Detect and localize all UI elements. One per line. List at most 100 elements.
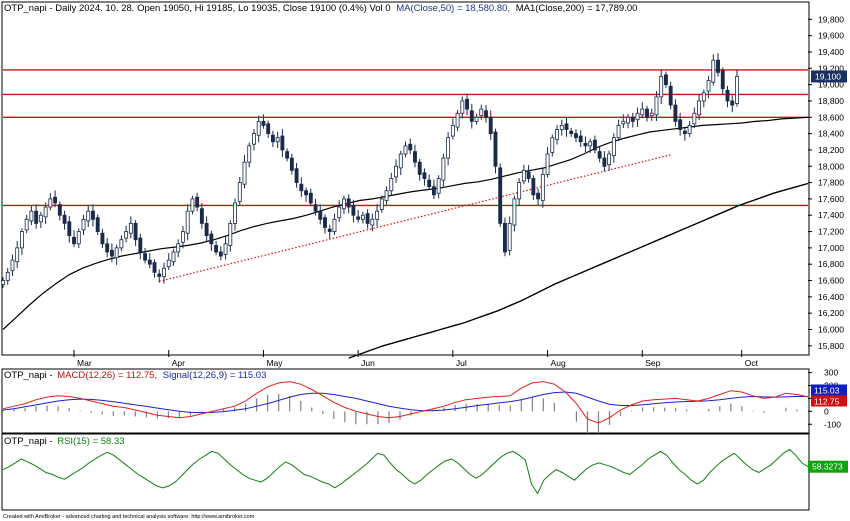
price-y-tick-label: 19,000	[818, 80, 844, 90]
candle-body	[72, 236, 76, 245]
candle-body	[526, 171, 531, 179]
candle-body	[233, 202, 237, 224]
macd-title-main: OTP_napi -	[4, 370, 53, 381]
rsi-pane: 58.3273 OTP_napi - RSI(15) = 58.33	[1, 433, 848, 511]
last-price-marker: 19,100	[811, 70, 847, 83]
price-y-tick-label: 18,800	[818, 96, 844, 106]
candle-body	[124, 231, 129, 239]
candle-body	[252, 133, 256, 145]
candle-body	[43, 206, 48, 218]
candle-body	[209, 233, 214, 245]
candle-body	[498, 167, 503, 224]
price-x-tick-label: Mar	[77, 358, 92, 368]
price-x-tick-label: Oct	[745, 358, 759, 368]
rsi-line	[2, 448, 809, 495]
candle-body	[616, 125, 621, 139]
candle-body	[1, 280, 5, 286]
candle-body	[578, 135, 583, 143]
candle-body	[716, 59, 720, 73]
last-price-box	[811, 70, 847, 83]
candle-body	[446, 137, 451, 159]
candle-body	[602, 157, 607, 167]
candle-body	[484, 110, 488, 118]
macd-lines	[2, 381, 809, 424]
candle-body	[408, 143, 413, 151]
macd-title: OTP_napi - MACD(12,26) = 112.75, Signal(…	[4, 370, 266, 381]
candle-body	[332, 218, 337, 232]
candle-body	[379, 198, 384, 210]
candle-body	[185, 210, 190, 234]
price-x-tick-label: May	[266, 358, 283, 368]
candle-body	[607, 153, 612, 166]
candle-body	[109, 249, 114, 257]
candle-body	[285, 151, 290, 159]
candle-body	[199, 208, 204, 224]
candle-body	[313, 204, 318, 212]
price-y-tick-label: 16,600	[818, 276, 844, 286]
candle-body	[654, 96, 659, 116]
candle-body	[583, 142, 588, 147]
candle-body	[114, 247, 119, 259]
candle-body	[394, 165, 398, 178]
candle-body	[422, 172, 427, 179]
candle-body	[266, 123, 271, 135]
price-x-tick-label: Sep	[645, 358, 660, 368]
candle-body	[701, 92, 706, 102]
candle-body	[413, 151, 417, 163]
candle-body	[308, 192, 313, 204]
macd-path	[2, 381, 809, 424]
macd-title-signal: Signal(12,26,9) = 115.03	[163, 370, 267, 381]
price-title-ma: MA(Close,50) = 18,580.80,	[396, 3, 510, 14]
candle-body	[275, 137, 280, 143]
price-y-tick-label: 16,200	[818, 308, 844, 318]
candle-body	[147, 259, 152, 265]
candle-body	[176, 243, 181, 253]
candle-body	[346, 198, 351, 208]
price-y-tick-label: 16,000	[818, 325, 844, 335]
price-y-tick-label: 19,800	[818, 14, 844, 24]
candle-body	[356, 216, 361, 220]
candle-body	[67, 221, 72, 237]
candle-body	[261, 120, 266, 126]
ma200-line	[348, 182, 809, 359]
candle-body	[86, 210, 91, 222]
candle-body	[29, 210, 34, 222]
rsi-title-main: OTP_napi -	[4, 436, 53, 447]
candle-body	[488, 116, 493, 135]
candle-body	[659, 76, 664, 98]
price-y-tick-label: 15,800	[818, 341, 844, 351]
candle-body	[531, 178, 536, 196]
candle-body	[280, 135, 285, 151]
candle-body	[237, 182, 242, 202]
candle-body	[360, 214, 365, 220]
candle-body	[143, 253, 147, 261]
candle-body	[564, 123, 569, 130]
candle-body	[640, 108, 645, 116]
candle-body	[673, 104, 678, 122]
candle-body	[569, 130, 574, 135]
candle-body	[450, 125, 455, 137]
candle-body	[318, 210, 323, 220]
price-y-tick-label: 19,600	[818, 31, 844, 41]
candle-body	[611, 137, 616, 157]
candle-body	[389, 178, 394, 192]
candle-body	[460, 100, 465, 114]
candle-body	[91, 210, 95, 220]
macd-title-macd: MACD(12,26) = 112.75,	[57, 370, 157, 381]
candle-body	[545, 153, 550, 175]
price-x-tick-labels: Mar Apr May Jun Jul Aug Sep Oct	[73, 350, 759, 368]
candle-body	[181, 231, 185, 243]
macd-y-tick-label: 300	[824, 368, 838, 378]
rsi-value-box	[808, 460, 848, 473]
candle-body	[692, 112, 697, 125]
price-x-tick-label: Jun	[361, 358, 375, 368]
candle-body	[270, 134, 275, 143]
price-x-tick-label: Apr	[172, 358, 185, 368]
candle-body	[15, 247, 20, 263]
candle-body	[592, 139, 597, 151]
price-title-main: OTP_napi - Daily 2024. 10. 28. Open 1905…	[4, 3, 391, 14]
candle-body	[635, 112, 640, 121]
price-y-tick-label: 18,600	[818, 112, 844, 122]
